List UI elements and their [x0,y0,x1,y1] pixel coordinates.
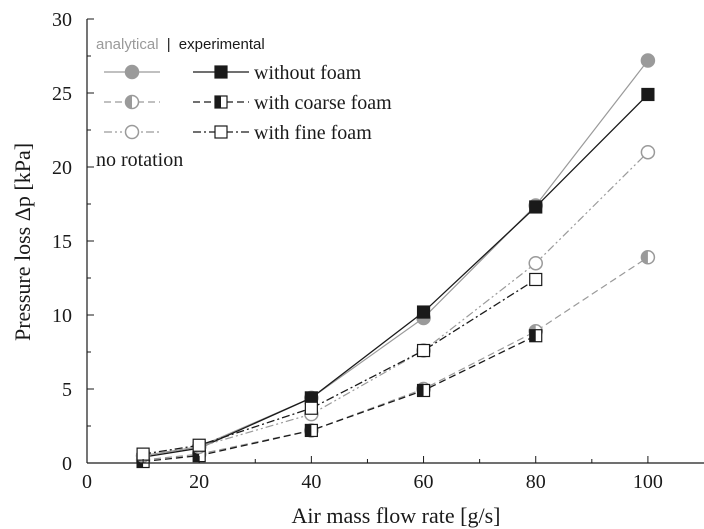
series [135,53,656,463]
legend-marker-analytical [124,64,140,80]
x-axis-title: Air mass flow rate [g/s] [292,503,501,528]
legend-marker-analytical [124,124,140,140]
legend-header-separator: | [167,36,171,53]
y-tick-label: 25 [52,83,72,105]
marker-circle-filled [124,64,140,80]
marker-circle-filled [640,53,656,68]
series [135,250,656,468]
legend-header: analytical | experimental [96,36,265,53]
legend-row: with fine foam [104,122,372,144]
marker-circle-open [124,124,140,140]
series [136,272,543,461]
y-tick-label: 5 [62,379,72,401]
x-tick-label: 60 [414,471,434,493]
series-line [143,256,649,461]
data-point [136,447,150,461]
legend-rows: without foam with coarse foam with fine fo… [104,62,392,144]
axes: 0 20 40 60 80 100 0 5 10 15 20 25 30 [52,9,704,493]
y-tick-label: 30 [52,9,72,31]
legend-label: with fine foam [254,122,372,144]
data-point [640,144,656,160]
data-point [529,329,543,343]
marker-square-open [416,343,431,358]
data-point [416,305,431,319]
legend-marker-experimental [214,95,228,109]
marker-circle-half-fill [641,250,648,264]
x-tick-label: 20 [189,471,209,493]
data-point [304,401,318,415]
y-axis-title: Pressure loss Δp [kPa] [10,143,35,341]
data-point [640,250,656,265]
marker-square-half-fill [215,96,221,108]
data-point [416,383,431,398]
marker-square-half-fill [193,449,200,462]
series [136,87,655,464]
data-point [304,423,318,438]
marker-square-filled [416,305,431,319]
legend-label: with coarse foam [254,92,392,114]
marker-square-filled [214,65,228,79]
series-line [142,60,649,457]
marker-square-half-fill [529,329,536,342]
marker-square-half-fill [305,424,312,437]
legend-header-analytical: analytical [96,36,159,53]
legend-header-experimental: experimental [179,36,265,53]
data-point [640,53,656,68]
data-point [529,200,543,214]
y-tick-label: 15 [52,231,72,253]
marker-square-half-fill [417,384,424,397]
legend-marker-experimental [214,125,228,139]
series-layer [135,53,656,469]
data-point [529,272,543,287]
legend-marker-analytical [124,94,140,110]
marker-square-open [192,438,206,452]
marker-circle-half-fill [125,95,132,109]
marker-square-filled [529,200,543,214]
legend-marker-experimental [214,65,228,79]
data-point [641,87,655,102]
series-line [142,278,537,455]
series-line [142,94,649,458]
marker-square-open [304,401,318,415]
marker-square-filled [641,87,655,102]
data-point [416,343,431,358]
x-tick-label: 100 [633,471,663,493]
marker-square-open [136,447,150,461]
no-rotation-annotation: no rotation [96,149,183,171]
marker-circle-open [640,144,656,160]
y-tick-label: 0 [62,453,72,475]
y-tick-label: 10 [52,305,72,327]
data-point [528,255,543,271]
marker-square-open [529,272,543,287]
x-tick-label: 40 [301,471,321,493]
marker-square-open [214,125,228,139]
y-tick-label: 20 [52,157,72,179]
legend-row: with coarse foam [104,92,392,114]
legend: analytical | experimental without foamwi… [96,36,392,171]
series-line [142,151,649,457]
x-tick-label: 80 [526,471,546,493]
x-tick-label: 0 [82,471,92,493]
legend-label: without foam [254,62,362,84]
marker-circle-open [528,255,543,271]
data-point [192,438,206,452]
legend-row: without foam [104,62,362,84]
